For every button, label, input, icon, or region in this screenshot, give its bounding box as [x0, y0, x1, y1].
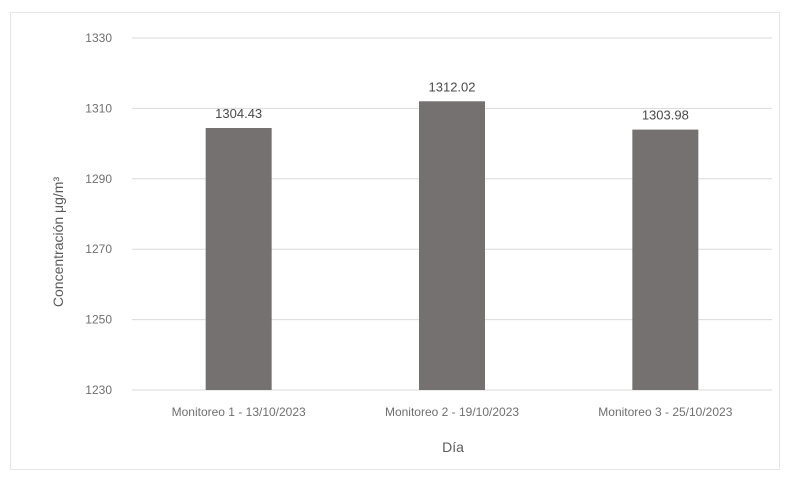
y-tick-label: 1290 [85, 172, 112, 186]
x-category-label: Monitoreo 2 - 19/10/2023 [385, 405, 519, 419]
x-axis-categories: Monitoreo 1 - 13/10/2023 Monitoreo 2 - 19… [172, 405, 733, 419]
bar [632, 129, 699, 390]
bars [205, 101, 699, 390]
y-tick-label: 1250 [85, 313, 112, 327]
y-axis-ticks: 1230 1250 1270 1290 1310 1330 [85, 31, 112, 397]
y-tick-label: 1270 [85, 242, 112, 256]
y-tick-label: 1230 [85, 383, 112, 397]
y-tick-label: 1330 [85, 31, 112, 45]
data-labels: 1304.43 1312.02 1303.98 [215, 79, 689, 122]
x-category-label: Monitoreo 3 - 25/10/2023 [598, 405, 732, 419]
bar [419, 101, 485, 390]
data-label: 1303.98 [642, 108, 689, 123]
x-axis-label: Día [442, 439, 464, 455]
y-tick-label: 1310 [85, 101, 112, 115]
data-label: 1312.02 [429, 79, 476, 94]
x-category-label: Monitoreo 1 - 13/10/2023 [172, 405, 306, 419]
y-axis-label: Concentración μg/m³ [50, 177, 66, 308]
data-label: 1304.43 [215, 106, 262, 121]
bar [205, 128, 272, 390]
